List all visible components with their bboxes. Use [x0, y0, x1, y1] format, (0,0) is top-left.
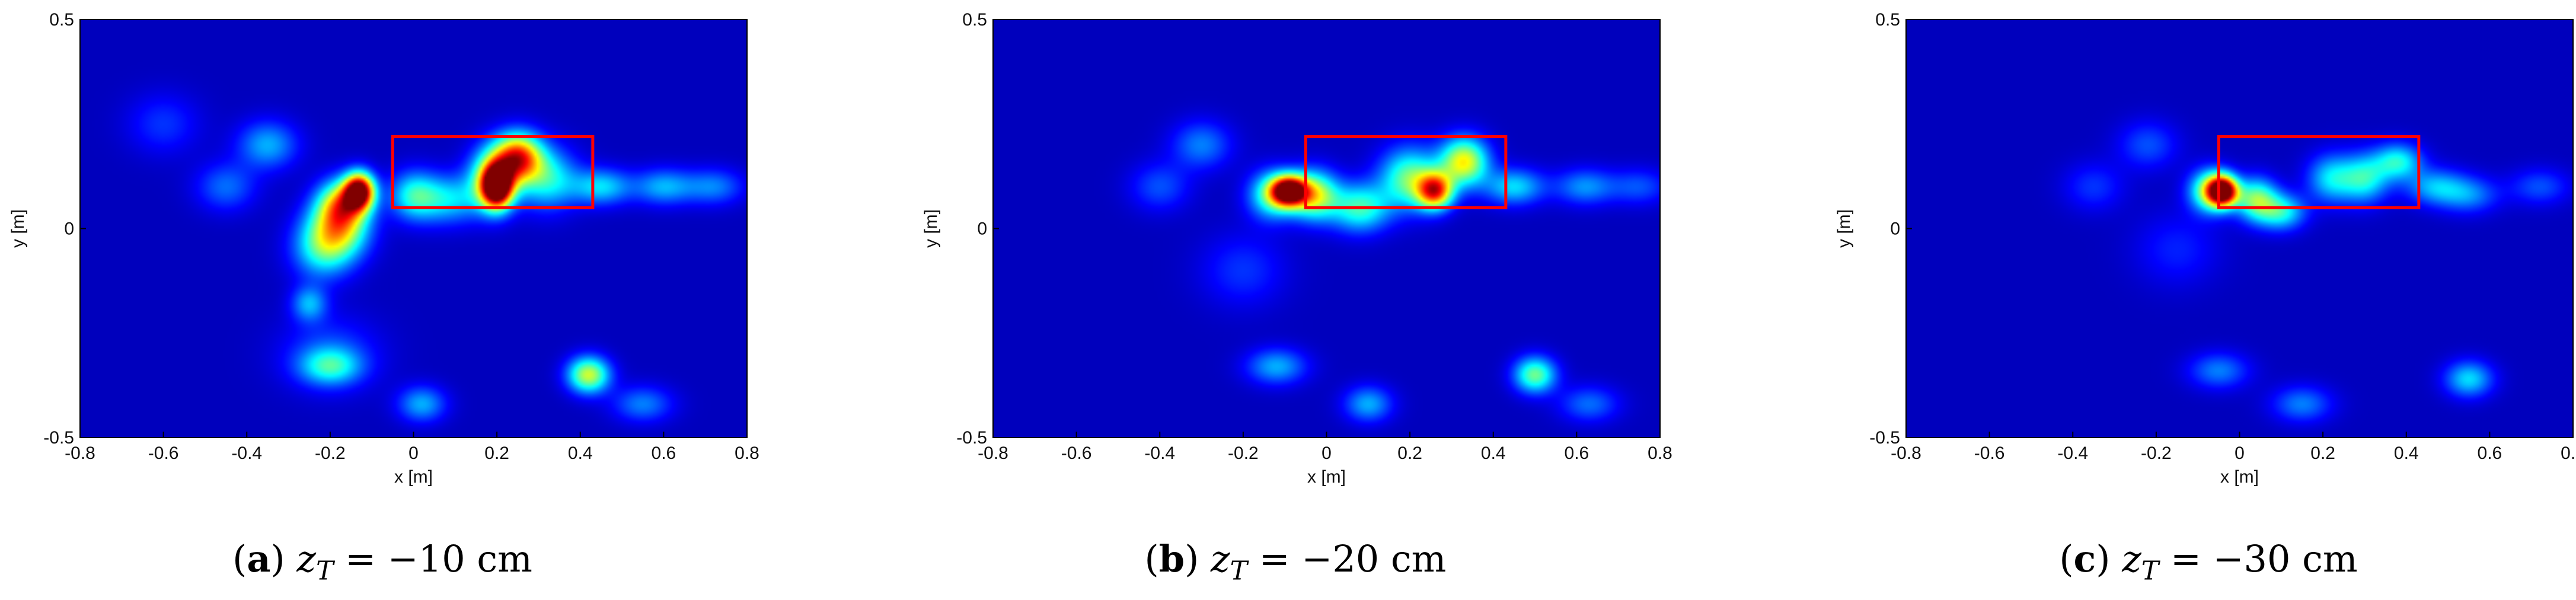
x-axis-label: x [m]	[2220, 467, 2259, 487]
y-tick-label: 0.5	[49, 10, 74, 30]
target-box	[2217, 135, 2421, 209]
y-axis-label: y [m]	[921, 209, 941, 248]
y-tick-label: 0	[64, 219, 74, 239]
x-tick-label: -0.2	[1228, 443, 1259, 463]
x-tick-label: 0.2	[484, 443, 509, 463]
y-tick-label: 0.5	[962, 10, 987, 30]
caption-subscript: T	[316, 556, 334, 586]
y-tick-label: -0.5	[1869, 428, 1900, 448]
x-tick-label: 0.6	[1565, 443, 1589, 463]
x-tick-label: 0.8	[2561, 443, 2576, 463]
x-tick-label: 0.2	[2310, 443, 2335, 463]
y-tick-label: 0	[1890, 219, 1900, 239]
caption-value: = −30 cm	[2159, 537, 2358, 580]
x-tick-label: -0.4	[1144, 443, 1175, 463]
x-tick-label: 0	[408, 443, 419, 463]
target-box	[391, 135, 595, 209]
x-tick-label: 0.6	[2478, 443, 2502, 463]
x-tick-label: 0.8	[735, 443, 759, 463]
y-tick-label: 0.5	[1875, 10, 1900, 30]
x-tick-label: 0.8	[1648, 443, 1672, 463]
x-tick-label: -0.6	[1974, 443, 2005, 463]
x-tick-label: 0.2	[1397, 443, 1422, 463]
x-tick-label: -0.8	[1891, 443, 1921, 463]
y-axis-label: y [m]	[1834, 209, 1854, 248]
caption-panel-label: b	[1158, 537, 1185, 580]
caption-panel-label: c	[2073, 537, 2096, 580]
target-box	[1304, 135, 1508, 209]
x-tick-label: 0.4	[2394, 443, 2419, 463]
caption-subscript: T	[2141, 556, 2159, 586]
heatmap-image	[80, 20, 747, 438]
x-tick-label: -0.4	[2057, 443, 2088, 463]
caption-value: = −20 cm	[1247, 537, 1447, 580]
y-tick-label: 0	[977, 219, 987, 239]
caption-panel-label: a	[247, 537, 271, 580]
x-tick-label: -0.6	[148, 443, 179, 463]
x-tick-label: -0.8	[978, 443, 1008, 463]
x-tick-label: -0.4	[231, 443, 262, 463]
chart-panel-c: -0.8 -0.6 -0.4 -0.2 0 0.2 0.4 0.6 0.8 -0.5 0 0.5 x […	[1826, 0, 2576, 600]
panel-caption: (b) zT = −20 cm	[1144, 537, 1447, 586]
caption-value: = −10 cm	[333, 537, 532, 580]
caption-variable: z	[296, 537, 317, 580]
chart-panel-a: -0.8 -0.6 -0.4 -0.2 0 0.2 0.4 0.6 0.8 -0.5 0 0.5 x […	[0, 0, 858, 600]
y-tick-label: -0.5	[43, 428, 74, 448]
x-tick-label: 0.4	[1481, 443, 1506, 463]
y-axis-label: y [m]	[8, 209, 28, 248]
x-tick-label: 0	[2235, 443, 2245, 463]
x-tick-label: 0.4	[568, 443, 593, 463]
y-tick-label: -0.5	[956, 428, 987, 448]
caption-variable: z	[1211, 537, 1230, 580]
heatmap-svg: -0.8 -0.6 -0.4 -0.2 0 0.2 0.4 0.6 0.8 -0.5 0 0.5 x […	[921, 10, 1672, 487]
x-tick-label: -0.2	[315, 443, 346, 463]
caption-variable: z	[2122, 537, 2141, 580]
panel-caption: (c) zT = −30 cm	[2059, 537, 2358, 586]
chart-panel-b: -0.8 -0.6 -0.4 -0.2 0 0.2 0.4 0.6 0.8 -0.5 0 0.5 x […	[913, 0, 1771, 600]
x-tick-label: -0.2	[2141, 443, 2172, 463]
heatmap-svg: -0.8 -0.6 -0.4 -0.2 0 0.2 0.4 0.6 0.8 -0.5 0 0.5 x […	[1834, 10, 2576, 487]
x-axis-label: x [m]	[1307, 467, 1346, 487]
x-tick-label: -0.6	[1061, 443, 1092, 463]
panel-caption: (a) zT = −10 cm	[232, 537, 532, 586]
heatmap-image	[1906, 20, 2573, 438]
x-tick-label: -0.8	[65, 443, 95, 463]
x-tick-label: 0.6	[652, 443, 676, 463]
caption-subscript: T	[1230, 556, 1248, 586]
x-axis-label: x [m]	[394, 467, 433, 487]
heatmap-image	[993, 20, 1660, 438]
heatmap-svg: -0.8 -0.6 -0.4 -0.2 0 0.2 0.4 0.6 0.8 -0.5 0 0.5 x […	[8, 10, 759, 487]
x-tick-label: 0	[1321, 443, 1332, 463]
